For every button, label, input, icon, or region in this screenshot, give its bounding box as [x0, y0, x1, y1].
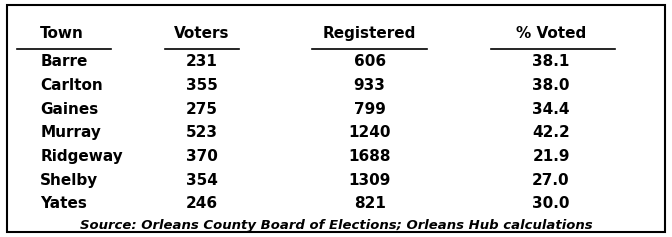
- Text: Town: Town: [40, 26, 84, 41]
- Text: 30.0: 30.0: [532, 196, 570, 211]
- Text: 799: 799: [353, 101, 386, 117]
- Text: 370: 370: [185, 149, 218, 164]
- Text: 355: 355: [185, 78, 218, 93]
- Text: 27.0: 27.0: [532, 173, 570, 188]
- Text: Registered: Registered: [323, 26, 416, 41]
- Text: Ridgeway: Ridgeway: [40, 149, 123, 164]
- Text: 21.9: 21.9: [532, 149, 570, 164]
- Text: 606: 606: [353, 54, 386, 69]
- Text: 1240: 1240: [348, 125, 391, 140]
- Text: 246: 246: [185, 196, 218, 211]
- Text: Gaines: Gaines: [40, 101, 99, 117]
- Text: Shelby: Shelby: [40, 173, 99, 188]
- Text: 38.0: 38.0: [532, 78, 570, 93]
- Text: 354: 354: [185, 173, 218, 188]
- Text: 42.2: 42.2: [532, 125, 570, 140]
- Text: 933: 933: [353, 78, 386, 93]
- Text: 231: 231: [185, 54, 218, 69]
- Text: Murray: Murray: [40, 125, 101, 140]
- Text: Yates: Yates: [40, 196, 87, 211]
- Text: 1688: 1688: [348, 149, 391, 164]
- Text: Voters: Voters: [174, 26, 229, 41]
- Text: Carlton: Carlton: [40, 78, 103, 93]
- Text: 1309: 1309: [348, 173, 391, 188]
- Text: 38.1: 38.1: [532, 54, 570, 69]
- Text: 275: 275: [185, 101, 218, 117]
- Text: 34.4: 34.4: [532, 101, 570, 117]
- Text: 523: 523: [185, 125, 218, 140]
- Text: % Voted: % Voted: [516, 26, 586, 41]
- FancyBboxPatch shape: [7, 5, 665, 232]
- Text: 821: 821: [353, 196, 386, 211]
- Text: Barre: Barre: [40, 54, 87, 69]
- Text: Source: Orleans County Board of Elections; Orleans Hub calculations: Source: Orleans County Board of Election…: [80, 219, 592, 232]
